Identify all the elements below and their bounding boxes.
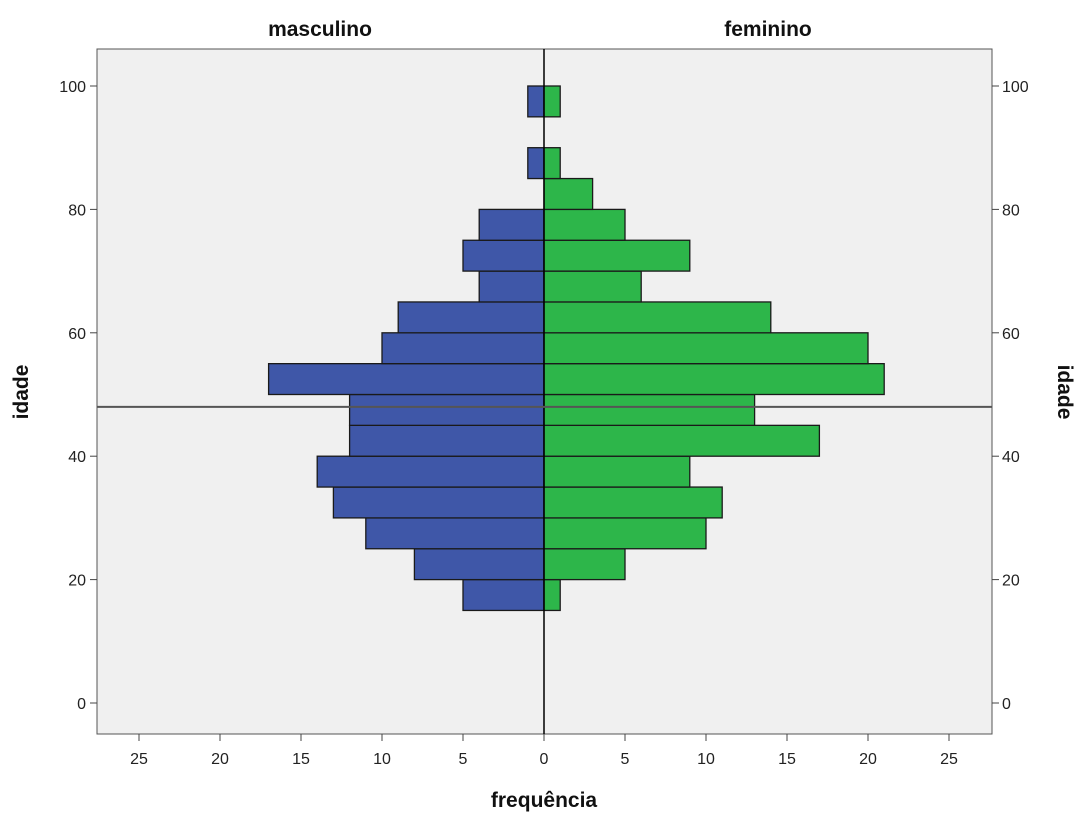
bar-feminino-50-55 [543,362,885,396]
bar-masculino-95-100 [527,85,545,118]
y-tick-label-left: 20 [68,573,86,590]
x-tick-label: 15 [778,751,796,768]
x-tick-label: 10 [373,751,391,768]
bar-feminino-35-40 [543,455,691,488]
x-tick-label: 15 [292,751,310,768]
bar-feminino-85-90 [543,147,561,180]
x-axis-ticks: 25 20 15 10 5 0 5 10 15 20 25 [130,734,958,768]
bar-feminino-45-50 [543,393,756,427]
bar-masculino-65-70 [478,270,545,303]
masculino-bars [267,85,545,612]
bar-masculino-40-45 [348,424,545,457]
bar-feminino-70-75 [543,239,691,272]
bar-masculino-20-25 [413,548,545,581]
bar-masculino-75-80 [478,208,545,241]
bar-masculino-50-55 [267,362,545,396]
y-tick-label-right: 80 [1002,202,1020,219]
x-tick-label: 20 [859,751,877,768]
x-tick-label: 10 [697,751,715,768]
y-axis-label-right: idade [1053,365,1076,420]
bar-feminino-25-30 [543,517,707,550]
y-tick-label-left: 60 [68,326,86,343]
panel-title-feminino: feminino [724,18,812,41]
x-tick-label: 5 [459,751,468,768]
bar-feminino-30-35 [543,486,723,519]
x-axis-label: frequência [491,789,598,812]
y-axis-ticks-left: 0 20 40 60 80 100 [59,79,97,713]
bar-masculino-35-40 [316,455,545,488]
y-tick-label-left: 80 [68,202,86,219]
bar-feminino-95-100 [543,85,561,118]
panel-title-masculino: masculino [268,18,372,41]
bar-masculino-85-90 [527,147,545,180]
y-axis-label-left: idade [10,365,33,420]
y-tick-label-left: 40 [68,449,86,466]
bar-feminino-80-85 [543,177,594,211]
bar-feminino-20-25 [543,548,626,581]
x-tick-label: 0 [540,751,549,768]
y-tick-label-right: 40 [1002,449,1020,466]
y-tick-label-left: 0 [77,696,86,713]
y-tick-label-right: 60 [1002,326,1020,343]
bar-masculino-15-20 [462,578,545,612]
x-tick-label: 5 [621,751,630,768]
y-tick-label-left: 100 [59,79,86,96]
bar-feminino-40-45 [543,424,821,457]
bar-masculino-25-30 [365,517,545,550]
bar-feminino-55-60 [543,332,869,365]
bar-feminino-15-20 [543,578,561,612]
y-axis-ticks-right: 0 20 40 60 80 100 [992,79,1029,713]
bar-masculino-60-65 [397,301,545,334]
y-tick-label-right: 100 [1002,79,1029,96]
bar-feminino-65-70 [543,270,642,303]
bar-masculino-70-75 [462,239,545,272]
y-tick-label-right: 0 [1002,696,1011,713]
bar-masculino-30-35 [332,486,545,519]
bar-masculino-45-50 [348,393,545,427]
y-tick-label-right: 20 [1002,573,1020,590]
x-tick-label: 20 [211,751,229,768]
bar-feminino-60-65 [543,301,772,334]
bar-feminino-75-80 [543,208,626,241]
x-tick-label: 25 [940,751,958,768]
x-tick-label: 25 [130,751,148,768]
bar-masculino-55-60 [381,332,545,365]
